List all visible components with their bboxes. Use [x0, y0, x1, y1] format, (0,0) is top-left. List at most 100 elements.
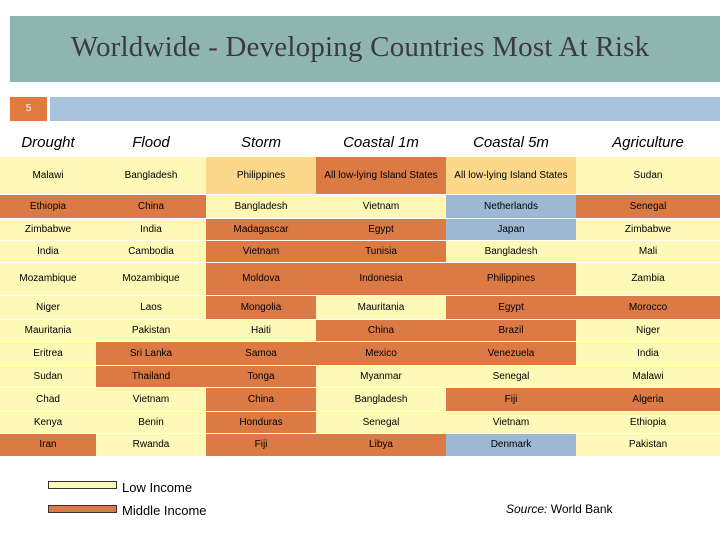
table-cell: India — [0, 241, 96, 263]
table-cell: Algeria — [576, 388, 720, 412]
legend-label-middle: Middle Income — [122, 503, 207, 518]
table-cell: China — [206, 388, 316, 412]
table-cell: Kenya — [0, 412, 96, 434]
table-cell: Chad — [0, 388, 96, 412]
source-note: Source: World Bank — [506, 502, 613, 516]
table-cell: Senegal — [446, 366, 576, 388]
table-cell: Japan — [446, 219, 576, 241]
table-cell: Senegal — [576, 195, 720, 219]
table-cell: Mali — [576, 241, 720, 263]
table-cell: Ethiopia — [576, 412, 720, 434]
table-cell: Sudan — [0, 366, 96, 388]
table-cell: Mongolia — [206, 296, 316, 320]
table-cell: Benin — [96, 412, 206, 434]
header-storm: Storm — [206, 128, 316, 157]
table-body: Malawi Bangladesh Philippines All low-lying… — [0, 157, 720, 457]
table-row: Mozambique Mozambique Moldova Indonesia Phil… — [0, 263, 720, 296]
table-cell: Pakistan — [96, 320, 206, 342]
table-cell: Bangladesh — [96, 157, 206, 195]
table-cell: Vietnam — [446, 412, 576, 434]
slide-bar — [50, 97, 720, 121]
table-cell: Honduras — [206, 412, 316, 434]
table-cell: Tunisia — [316, 241, 446, 263]
table-row: Sudan Thailand Tonga Myanmar Senegal Malawi — [0, 366, 720, 388]
table-cell: China — [316, 320, 446, 342]
legend-swatch-middle — [48, 505, 117, 513]
header-coastal-5m: Coastal 5m — [446, 128, 576, 157]
table-row: Eritrea Sri Lanka Samoa Mexico Venezuela Indi… — [0, 342, 720, 366]
table-cell: Indonesia — [316, 263, 446, 296]
table-cell: Eritrea — [0, 342, 96, 366]
table-cell: All low-lying Island States — [446, 157, 576, 195]
table-cell: Malawi — [576, 366, 720, 388]
source-value: World Bank — [550, 502, 613, 516]
table-cell: Laos — [96, 296, 206, 320]
table-cell: Fiji — [206, 434, 316, 457]
table-cell: Madagascar — [206, 219, 316, 241]
slide-title: Worldwide - Developing Countries Most At… — [70, 31, 650, 63]
table-cell: Zimbabwe — [576, 219, 720, 241]
table-cell: Mauritania — [0, 320, 96, 342]
table-cell: Bangladesh — [206, 195, 316, 219]
table-cell: China — [96, 195, 206, 219]
table-cell: Libya — [316, 434, 446, 457]
table-row: Kenya Benin Honduras Senegal Vietnam Ethiopia — [0, 412, 720, 434]
table-cell: Egypt — [316, 219, 446, 241]
table-cell: Haiti — [206, 320, 316, 342]
table-row: Malawi Bangladesh Philippines All low-lying… — [0, 157, 720, 195]
table-cell: Niger — [576, 320, 720, 342]
table-cell: Rwanda — [96, 434, 206, 457]
table-cell: Zambia — [576, 263, 720, 296]
table-cell: Pakistan — [576, 434, 720, 457]
table-cell: Bangladesh — [446, 241, 576, 263]
header-agriculture: Agriculture — [576, 128, 720, 157]
table-row: Mauritania Pakistan Haiti China Brazil Niger — [0, 320, 720, 342]
table-cell: Iran — [0, 434, 96, 457]
table-cell: Denmark — [446, 434, 576, 457]
table-cell: Philippines — [206, 157, 316, 195]
table-cell: Vietnam — [316, 195, 446, 219]
table-cell: Netherlands — [446, 195, 576, 219]
table-cell: Bangladesh — [316, 388, 446, 412]
source-label: Source: — [506, 502, 548, 516]
table-cell: Myanmar — [316, 366, 446, 388]
table-cell: Vietnam — [206, 241, 316, 263]
header-drought: Drought — [0, 128, 96, 157]
table-cell: Sudan — [576, 157, 720, 195]
table-cell: India — [96, 219, 206, 241]
table-cell: Niger — [0, 296, 96, 320]
table-cell: Moldova — [206, 263, 316, 296]
table-row: Chad Vietnam China Bangladesh Fiji Algeria — [0, 388, 720, 412]
table-cell: Fiji — [446, 388, 576, 412]
table-cell: Malawi — [0, 157, 96, 195]
table-cell: Mozambique — [0, 263, 96, 296]
table-cell: Samoa — [206, 342, 316, 366]
table-cell: Mexico — [316, 342, 446, 366]
header-coastal-1m: Coastal 1m — [316, 128, 446, 157]
risk-table: Drought Flood Storm Coastal 1m Coastal 5… — [0, 128, 720, 457]
table-row: Iran Rwanda Fiji Libya Denmark Pakistan — [0, 434, 720, 457]
table-row: Niger Laos Mongolia Mauritania Egypt Morocco — [0, 296, 720, 320]
legend-swatch-low — [48, 481, 117, 489]
table-row: Ethiopia China Bangladesh Vietnam Netherland… — [0, 195, 720, 219]
table-cell: Brazil — [446, 320, 576, 342]
table-row: Zimbabwe India Madagascar Egypt Japan Zimbabw… — [0, 219, 720, 241]
legend-label-low: Low Income — [122, 480, 193, 495]
header-flood: Flood — [96, 128, 206, 157]
table-cell: Sri Lanka — [96, 342, 206, 366]
table-cell: Egypt — [446, 296, 576, 320]
table-row: India Cambodia Vietnam Tunisia Bangladesh Mal… — [0, 241, 720, 263]
table-header-row: Drought Flood Storm Coastal 1m Coastal 5… — [0, 128, 720, 157]
table-cell: Mauritania — [316, 296, 446, 320]
table-cell: Morocco — [576, 296, 720, 320]
table-cell: Philippines — [446, 263, 576, 296]
table-cell: Ethiopia — [0, 195, 96, 219]
table-cell: Zimbabwe — [0, 219, 96, 241]
title-bar — [10, 16, 720, 82]
table-cell: Venezuela — [446, 342, 576, 366]
table-cell: Thailand — [96, 366, 206, 388]
table-cell: Tonga — [206, 366, 316, 388]
table-cell: India — [576, 342, 720, 366]
table-cell: All low-lying Island States — [316, 157, 446, 195]
slide-number: 5 — [10, 97, 47, 121]
